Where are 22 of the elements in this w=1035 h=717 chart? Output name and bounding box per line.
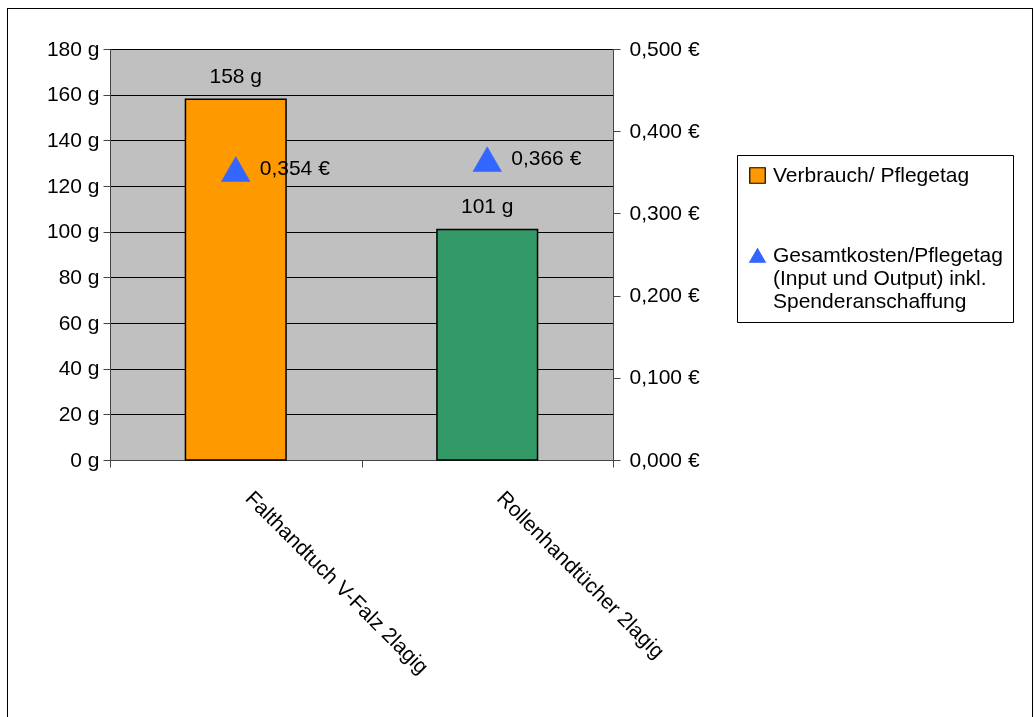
y-tick-label: 180 g — [46, 36, 100, 60]
data-label: 0,366 € — [511, 146, 582, 170]
legend-label: Gesamtkosten/Pflegetag (Input und Output) inkl. Spenderanschaffung — [773, 242, 1003, 312]
y2-tick-label: 0,300 € — [629, 200, 700, 224]
y-tick-label: 60 g — [58, 310, 100, 334]
y-tick-label: 140 g — [46, 127, 100, 151]
y2-tick-label: 0,200 € — [629, 283, 700, 307]
y-tick-label: 80 g — [58, 264, 100, 288]
legend-label: Verbrauch/ Pflegetag — [773, 162, 970, 186]
y2-tick-label: 0,400 € — [629, 118, 700, 142]
y2-tick-label: 0,100 € — [629, 365, 700, 389]
y-tick-label: 160 g — [46, 82, 100, 106]
y-tick-label: 0 g — [70, 447, 100, 471]
y2-tick-label: 0,000 € — [629, 447, 700, 471]
y-tick-label: 40 g — [58, 356, 100, 380]
y2-tick-label: 0,500 € — [629, 36, 700, 60]
y-tick-label: 20 g — [58, 401, 100, 425]
y-tick-label: 120 g — [46, 173, 100, 197]
data-label: 0,354 € — [259, 156, 331, 180]
data-label: 158 g — [209, 64, 263, 88]
data-label: 101 g — [460, 194, 514, 218]
y-tick-label: 100 g — [46, 219, 100, 243]
